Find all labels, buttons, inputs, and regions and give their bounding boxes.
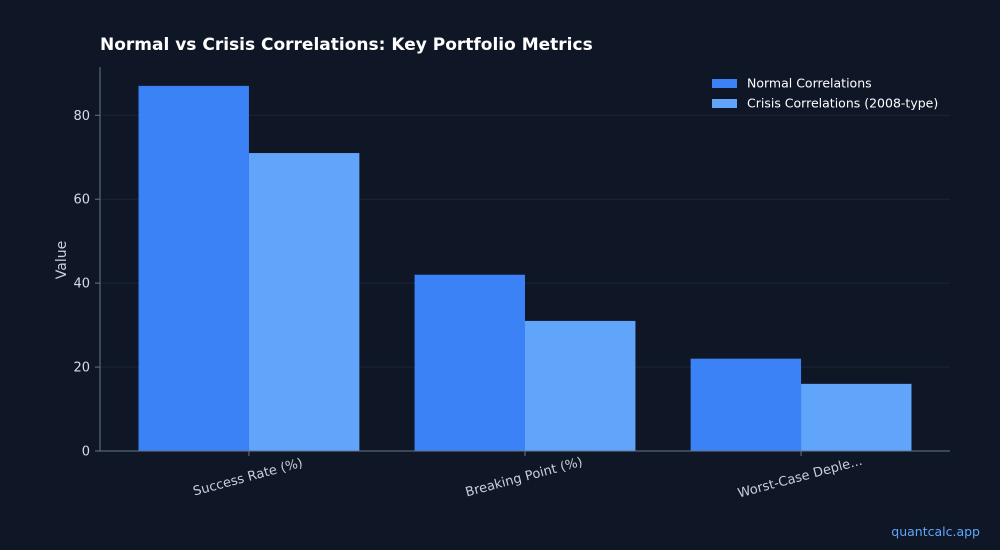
watermark: quantcalc.app [891, 524, 980, 539]
bar-normal [690, 358, 802, 451]
chart-title: Normal vs Crisis Correlations: Key Portf… [100, 35, 593, 55]
bar-normal [414, 274, 525, 451]
y-tick-label: 0 [82, 445, 90, 460]
legend-label: Normal Correlations [747, 76, 872, 91]
bar-crisis [525, 320, 636, 451]
y-tick-label: 40 [73, 277, 90, 292]
bar-normal [138, 85, 249, 451]
y-tick-label: 80 [73, 109, 90, 124]
legend-label: Crisis Correlations (2008-type) [747, 96, 938, 111]
legend-swatch [712, 79, 737, 88]
y-axis-label: Value [54, 241, 70, 279]
legend: Normal Correlations Crisis Correlations (… [712, 76, 938, 111]
bar-crisis [801, 383, 912, 451]
bar-crisis [248, 153, 360, 452]
legend-swatch [712, 99, 737, 108]
x-tick-label: Worst-Case Deple... [736, 454, 864, 502]
bars [138, 85, 912, 452]
y-tick-label: 60 [73, 193, 90, 208]
y-tick-label: 20 [73, 361, 90, 376]
x-tick-label: Breaking Point (%) [464, 455, 584, 501]
x-tick-label: Success Rate (%) [192, 456, 305, 500]
